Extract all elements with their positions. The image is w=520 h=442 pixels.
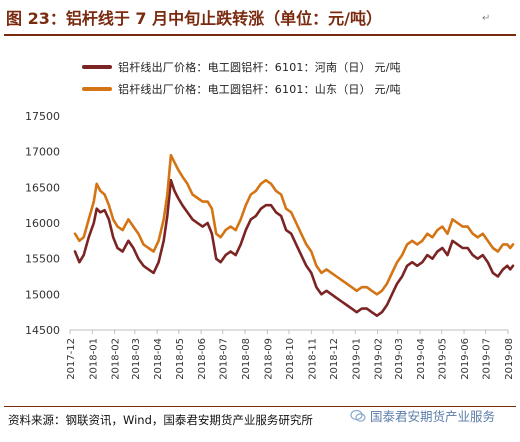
y-tick-label: 16500 bbox=[25, 181, 60, 194]
legend-swatch-henan bbox=[82, 65, 112, 69]
x-tick-label: 2019-05 bbox=[438, 338, 449, 380]
x-tick-label: 2019-07 bbox=[482, 338, 493, 380]
x-tick-label: 2018-01 bbox=[88, 338, 99, 380]
source-note: 资料来源：钢联资讯，Wind，国泰君安期货产业服务研究所 bbox=[8, 413, 313, 427]
series-line-henan bbox=[73, 178, 515, 317]
y-tick-label: 16000 bbox=[25, 217, 60, 230]
legend-label-henan: 铝杆线出厂价格：电工圆铝杆：6101：河南（日） 元/吨 bbox=[118, 61, 401, 74]
x-tick-label: 2018-03 bbox=[131, 338, 142, 380]
x-tick-label: 2018-02 bbox=[111, 338, 122, 380]
y-tick-label: 14500 bbox=[25, 324, 60, 337]
series-line-shandong bbox=[73, 153, 515, 296]
x-tick-label: 2018-05 bbox=[175, 338, 186, 380]
legend-item-shandong: 铝杆线出厂价格：电工圆铝杆：6101：山东（日） 元/吨 bbox=[82, 78, 401, 100]
x-tick-label: 2019-08 bbox=[504, 338, 515, 380]
return-mark-icon: ↵ bbox=[482, 13, 491, 24]
x-tick-label: 2018-06 bbox=[197, 338, 208, 380]
legend-label-shandong: 铝杆线出厂价格：电工圆铝杆：6101：山东（日） 元/吨 bbox=[118, 83, 401, 96]
x-tick-label: 2018-04 bbox=[153, 338, 164, 380]
legend-swatch-shandong bbox=[82, 87, 112, 91]
chart-legend: 铝杆线出厂价格：电工圆铝杆：6101：河南（日） 元/吨 铝杆线出厂价格：电工圆… bbox=[82, 56, 401, 100]
x-tick-label: 2019-04 bbox=[416, 338, 427, 380]
bottom-divider bbox=[4, 406, 516, 407]
x-tick-label: 2018-10 bbox=[285, 338, 296, 380]
x-tick-label: 2019-01 bbox=[351, 338, 362, 380]
legend-item-henan: 铝杆线出厂价格：电工圆铝杆：6101：河南（日） 元/吨 bbox=[82, 56, 401, 78]
y-tick-label: 17000 bbox=[25, 146, 60, 159]
x-tick-label: 2018-12 bbox=[329, 338, 340, 380]
x-tick-label: 2018-11 bbox=[307, 338, 318, 380]
x-tick-label: 2019-02 bbox=[374, 338, 385, 380]
watermark: 国泰君安期货产业服务 bbox=[350, 406, 495, 425]
y-tick-label: 17500 bbox=[25, 110, 60, 123]
x-tick-label: 2017-12 bbox=[66, 338, 77, 380]
x-tick-label: 2019-03 bbox=[394, 338, 405, 380]
x-tick-label: 2018-08 bbox=[241, 338, 252, 380]
x-tick-label: 2019-06 bbox=[460, 338, 471, 380]
x-tick-label: 2018-09 bbox=[263, 338, 274, 380]
y-tick-label: 15000 bbox=[25, 288, 60, 301]
x-tick-label: 2018-07 bbox=[219, 338, 230, 380]
y-tick-label: 15500 bbox=[25, 253, 60, 266]
watermark-text: 国泰君安期货产业服务 bbox=[370, 409, 496, 424]
wechat-icon bbox=[350, 409, 366, 422]
title-divider bbox=[4, 34, 516, 36]
figure-title: 图 23：铝杆线于 7 月中旬止跌转涨（单位：元/吨） bbox=[6, 9, 382, 28]
